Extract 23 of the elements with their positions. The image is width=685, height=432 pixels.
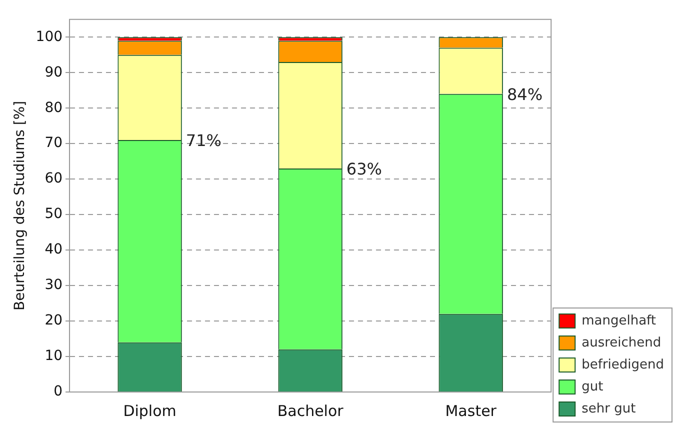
legend-label: gut xyxy=(582,379,604,394)
y-tick-label: 60 xyxy=(44,170,63,187)
y-tick-label: 20 xyxy=(44,312,63,329)
legend-label: mangelhaft xyxy=(582,313,656,328)
y-tick-label: 30 xyxy=(44,277,63,294)
annotation: 63% xyxy=(346,160,382,179)
y-tick-label: 0 xyxy=(54,384,63,400)
legend-label: sehr gut xyxy=(582,401,636,416)
legend-label: ausreichend xyxy=(582,335,662,350)
annotation: 84% xyxy=(506,85,543,104)
y-tick-label: 10 xyxy=(44,348,63,364)
y-tick-label: 90 xyxy=(44,64,63,80)
y-tick-label: 50 xyxy=(44,206,63,222)
x-tick-label: Master xyxy=(445,402,498,420)
y-tick-label: 100 xyxy=(36,28,63,45)
annotation: 71% xyxy=(186,131,222,150)
y-tick-label: 70 xyxy=(44,135,63,152)
x-tick-label: Diplom xyxy=(123,402,176,420)
x-tick-label: Bachelor xyxy=(277,402,344,420)
y-tick-label: 80 xyxy=(44,100,63,116)
y-tick-label: 40 xyxy=(44,242,63,258)
y-axis-title: Beurteilung des Studiums [%] xyxy=(12,100,28,310)
legend-label: befriedigend xyxy=(582,357,664,372)
